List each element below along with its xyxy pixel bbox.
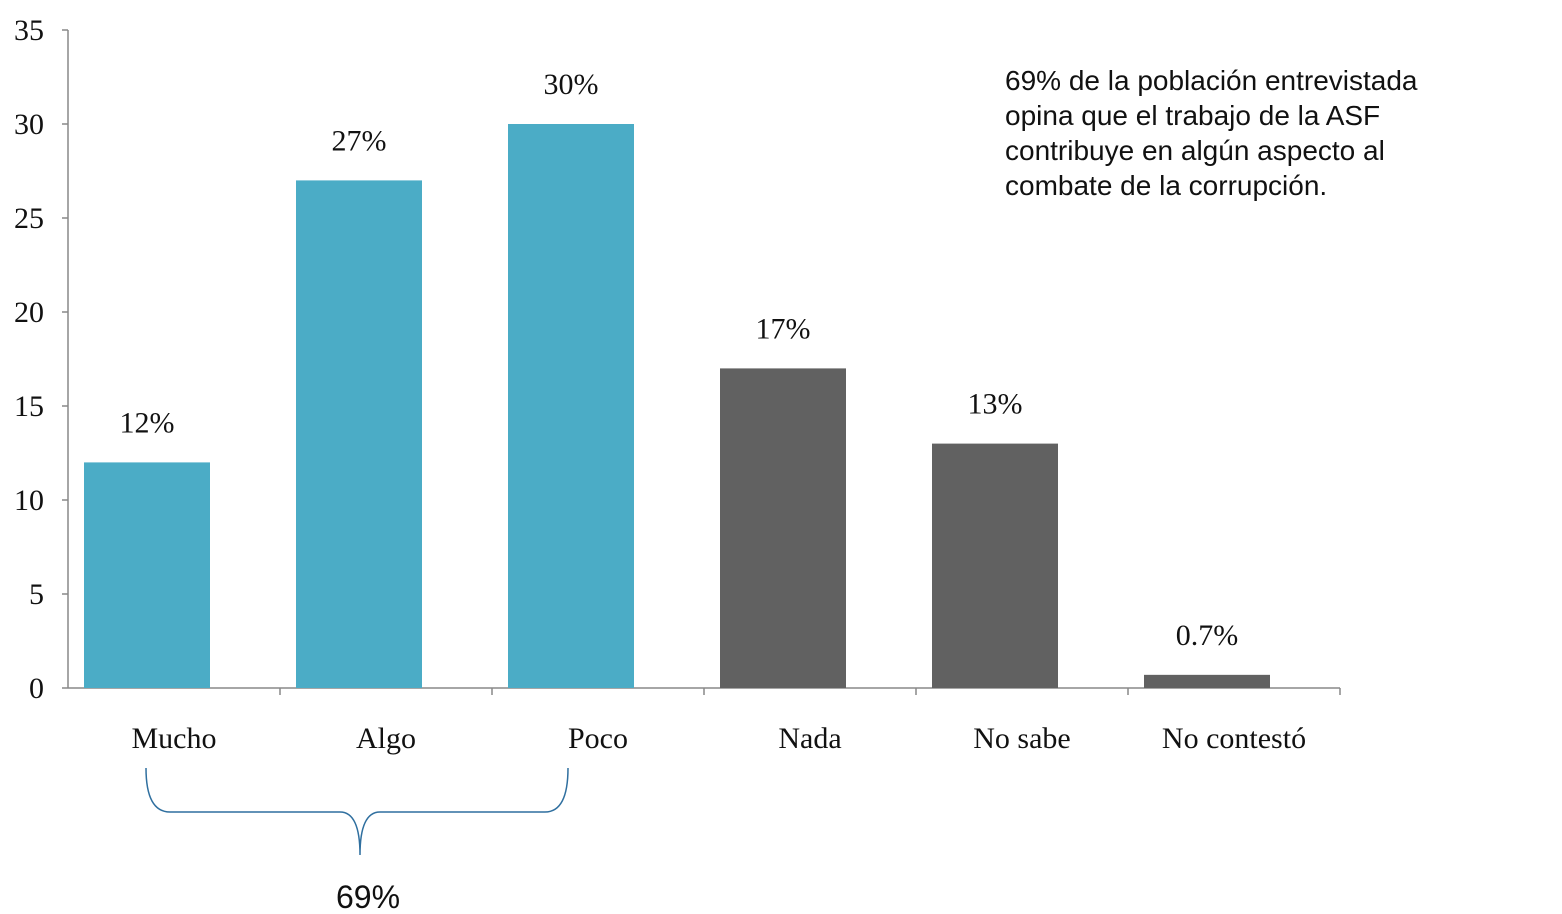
y-tick-label: 20 (14, 296, 44, 329)
annotation: contribuye en algún aspecto al (1005, 135, 1385, 166)
bar (932, 443, 1058, 688)
bar (296, 180, 422, 688)
y-tick-label: 0 (29, 672, 44, 705)
value-label: 0.7% (1176, 619, 1239, 652)
value-label: 12% (120, 406, 175, 439)
bar (84, 462, 210, 688)
y-tick-label: 35 (14, 14, 44, 47)
y-tick-label: 25 (14, 202, 44, 235)
brace (145, 767, 569, 856)
y-tick-label: 10 (14, 484, 44, 517)
x-tick-label: Algo (356, 722, 416, 755)
x-tick-label: Mucho (132, 722, 217, 755)
brace-label: 69% (336, 879, 400, 914)
annotation: 69% de la población entrevistada (1005, 65, 1418, 96)
annotation: combate de la corrupción. (1005, 170, 1327, 201)
y-tick-label: 15 (14, 390, 44, 423)
x-tick-label: No sabe (973, 722, 1070, 755)
value-label: 13% (968, 388, 1023, 421)
y-tick-label: 5 (29, 578, 44, 611)
value-label: 17% (756, 312, 811, 345)
x-tick-label: No contestó (1162, 722, 1306, 755)
value-label: 27% (332, 124, 387, 157)
y-tick-label: 30 (14, 108, 44, 141)
bar (720, 368, 846, 688)
x-tick-label: Poco (568, 722, 628, 755)
bar (508, 124, 634, 688)
bar (1144, 674, 1270, 688)
value-label: 30% (544, 68, 599, 101)
annotation: opina que el trabajo de la ASF (1005, 100, 1380, 131)
x-tick-label: Nada (778, 722, 841, 755)
